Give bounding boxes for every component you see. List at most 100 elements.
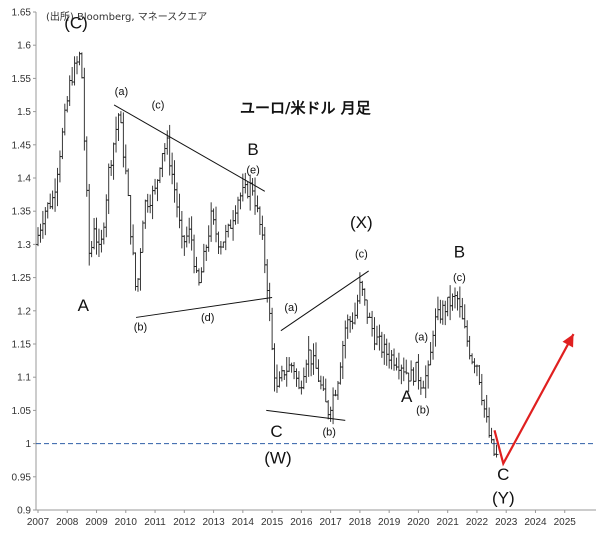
ohlc-bar <box>360 280 365 296</box>
ohlc-bar <box>238 192 243 210</box>
ohlc-bar <box>274 364 279 393</box>
ohlc-bar <box>443 300 448 326</box>
ohlc-bar <box>340 340 345 379</box>
wave-label: (b) <box>322 427 335 439</box>
ohlc-bar <box>233 205 238 225</box>
ohlc-bar <box>311 343 316 375</box>
wave-label: (C) <box>64 14 88 33</box>
ohlc-bar <box>38 223 43 243</box>
ohlc-bar <box>135 278 140 292</box>
ohlc-bar <box>457 286 462 318</box>
x-tick-label: 2007 <box>27 517 50 528</box>
ohlc-bar <box>140 220 145 253</box>
ohlc-bar <box>323 378 328 403</box>
ohlc-bar <box>131 224 136 256</box>
ohlc-bar <box>172 160 177 203</box>
y-tick-label: 1.05 <box>12 406 32 417</box>
ohlc-bar <box>392 348 397 371</box>
ohlc-bar <box>284 356 289 387</box>
ohlc-bar <box>399 364 404 385</box>
ohlc-bar <box>492 438 497 457</box>
ohlc-bar <box>440 300 445 325</box>
y-tick-label: 1.25 <box>12 273 32 284</box>
ohlc-bar <box>423 365 428 399</box>
ohlc-bar <box>270 307 275 351</box>
wave-label: (b) <box>134 322 147 334</box>
ohlc-bar <box>277 371 282 388</box>
ohlc-bar <box>489 427 494 444</box>
ohlc-bar <box>126 168 131 197</box>
ohlc-bar <box>477 364 482 385</box>
y-axis-ticks: 0.9 0.95 1 1.05 1.1 1.15 1.2 1.25 1.3 1.35 1.4 1.45… <box>12 8 36 517</box>
y-tick-label: 1.2 <box>17 306 31 317</box>
x-tick-label: 2014 <box>232 517 255 528</box>
ohlc-bar <box>365 299 370 324</box>
ohlc-bar <box>184 226 189 248</box>
trend-lines <box>113 104 369 421</box>
x-tick-label: 2013 <box>202 517 225 528</box>
ohlc-bar <box>55 167 60 207</box>
ohlc-bar <box>257 206 262 235</box>
ohlc-bar <box>145 193 150 213</box>
ohlc-bar <box>465 320 470 347</box>
ohlc-bar <box>114 116 119 153</box>
ohlc-bar <box>138 248 143 291</box>
ohlc-bar <box>301 367 306 390</box>
ohlc-bar <box>170 152 175 185</box>
wave-label: A <box>401 387 413 406</box>
y-tick-label: 1.5 <box>17 107 31 118</box>
y-tick-label: 1.1 <box>17 373 31 384</box>
trend-line <box>280 270 369 332</box>
ohlc-bar <box>231 210 236 241</box>
ohlc-bar <box>265 259 270 303</box>
ohlc-bar <box>157 167 162 184</box>
ohlc-bar <box>370 310 375 337</box>
ohlc-bar <box>79 52 84 79</box>
ohlc-bar <box>253 177 258 215</box>
ohlc-bar <box>82 67 87 151</box>
ohlc-bar <box>377 324 382 351</box>
wave-label: (a) <box>115 86 128 98</box>
ohlc-bar <box>343 320 348 359</box>
ohlc-bar <box>470 353 475 365</box>
x-tick-label: 2012 <box>173 517 196 528</box>
x-tick-label: 2025 <box>554 517 577 528</box>
ohlc-bar <box>262 226 267 274</box>
ohlc-bar <box>355 294 360 319</box>
y-tick-label: 0.95 <box>12 472 32 483</box>
ohlc-bar <box>362 288 367 306</box>
ohlc-bar <box>104 194 109 238</box>
ohlc-bar <box>306 335 311 377</box>
ohlc-bar <box>62 103 67 136</box>
ohlc-bar <box>484 394 489 423</box>
ohlc-bar <box>155 179 160 202</box>
ohlc-bar <box>374 325 379 346</box>
ohlc-bar <box>160 153 165 178</box>
ohlc-bar <box>109 160 114 176</box>
source-note: (出所) Bloomberg, マネースクエア <box>46 10 207 23</box>
ohlc-bar <box>389 350 394 370</box>
ohlc-bar <box>201 243 206 273</box>
ohlc-bar <box>428 342 433 366</box>
ohlc-bar <box>192 234 197 274</box>
ohlc-bar <box>70 66 75 86</box>
ohlc-bar <box>45 202 50 219</box>
x-tick-label: 2016 <box>290 517 313 528</box>
ohlc-bar <box>448 285 453 321</box>
ohlc-bar <box>326 400 331 420</box>
ohlc-bar <box>267 282 272 322</box>
ohlc-bar <box>413 361 418 382</box>
ohlc-bar <box>101 222 106 245</box>
wave-label: (W) <box>264 449 291 468</box>
ohlc-bar <box>53 178 58 212</box>
ohlc-bar <box>235 196 240 224</box>
ohlc-bar <box>40 210 45 239</box>
ohlc-bar <box>121 112 126 168</box>
ohlc-bar <box>96 228 101 257</box>
ohlc-bar <box>153 178 158 195</box>
ohlc-bar <box>462 304 467 329</box>
trend-line <box>135 297 273 318</box>
ohlc-bar <box>494 444 499 458</box>
ohlc-bar <box>223 224 228 251</box>
ohlc-bar <box>394 357 399 371</box>
